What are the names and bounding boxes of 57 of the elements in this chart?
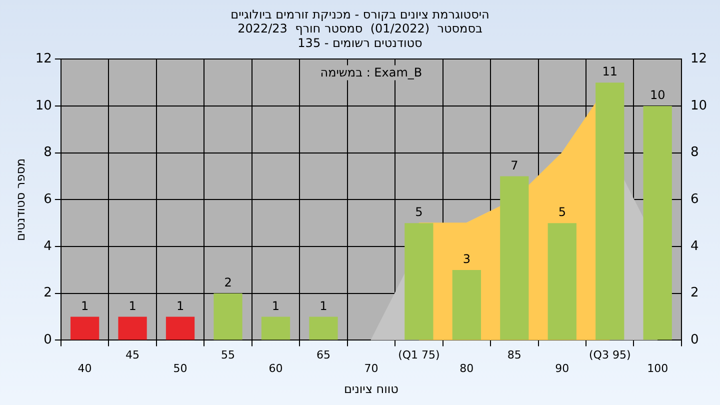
x-tick-label: 90 <box>555 362 570 375</box>
data-label: 3 <box>462 252 470 266</box>
y-tick-label: 2 <box>44 286 52 301</box>
bar <box>261 316 290 340</box>
y2-tick-label: 8 <box>690 145 699 160</box>
data-label: 5 <box>415 205 423 220</box>
bar <box>309 316 338 340</box>
bar <box>596 82 624 340</box>
bar <box>404 223 434 340</box>
x-tick-label: 85 <box>507 348 522 362</box>
y-tick-label: 8 <box>44 145 52 160</box>
x-tick-label: 55 <box>221 348 236 362</box>
bar <box>500 176 529 340</box>
data-label: 5 <box>558 205 566 220</box>
x-tick-label: 70 <box>364 362 378 375</box>
data-label: 10 <box>650 88 666 102</box>
x-tick-label: (Q3 95) <box>588 348 631 362</box>
bar <box>452 270 481 340</box>
bar <box>214 293 242 340</box>
y-tick-label: 0 <box>44 332 52 348</box>
data-label: 11 <box>602 64 618 79</box>
y2-tick-label: 10 <box>690 98 708 114</box>
data-label: 7 <box>510 158 518 172</box>
bar <box>643 106 672 340</box>
bar <box>548 223 576 340</box>
y2-tick-label: 4 <box>690 238 699 254</box>
y-tick-label: 10 <box>35 98 52 114</box>
x-axis-title: טווח ציונים <box>344 382 399 396</box>
annotation: במשימה : Exam_B <box>320 65 422 80</box>
x-tick-label: 100 <box>647 362 668 375</box>
bar <box>118 316 147 340</box>
y2-tick-label: 2 <box>690 286 699 301</box>
x-tick-label: 80 <box>460 362 474 375</box>
y2-tick-label: 12 <box>690 52 708 67</box>
text: בסמסטר (01/2022) סמסטר חורף 2022/23 <box>238 22 482 36</box>
y2-tick-label: 6 <box>690 192 699 208</box>
text: היסטוגרמת ציונים בקורס - מכניקת זורמים ביולוגיים <box>230 7 490 22</box>
x-tick-label: 60 <box>268 362 283 375</box>
data-label: 2 <box>224 275 232 290</box>
bar <box>166 316 195 340</box>
data-label: 1 <box>272 298 280 313</box>
x-tick-label: 40 <box>78 362 92 375</box>
data-label: 1 <box>128 298 136 313</box>
text: סטודנטים רשומים - 135 <box>298 36 422 50</box>
y-tick-label: 6 <box>44 192 52 208</box>
data-label: 1 <box>80 298 89 313</box>
x-tick-label: 45 <box>126 348 140 362</box>
y2-tick-label: 0 <box>690 332 699 348</box>
x-tick-label: (Q1 75) <box>398 348 440 362</box>
y-axis-title: מספר סטודנטים <box>13 158 28 242</box>
x-tick-label: 50 <box>173 362 188 375</box>
y-tick-label: 4 <box>44 238 52 254</box>
x-tick-label: 65 <box>316 348 330 362</box>
data-label: 1 <box>176 298 184 313</box>
data-label: 1 <box>320 298 328 313</box>
y-tick-label: 12 <box>35 52 52 67</box>
bar <box>70 316 100 340</box>
